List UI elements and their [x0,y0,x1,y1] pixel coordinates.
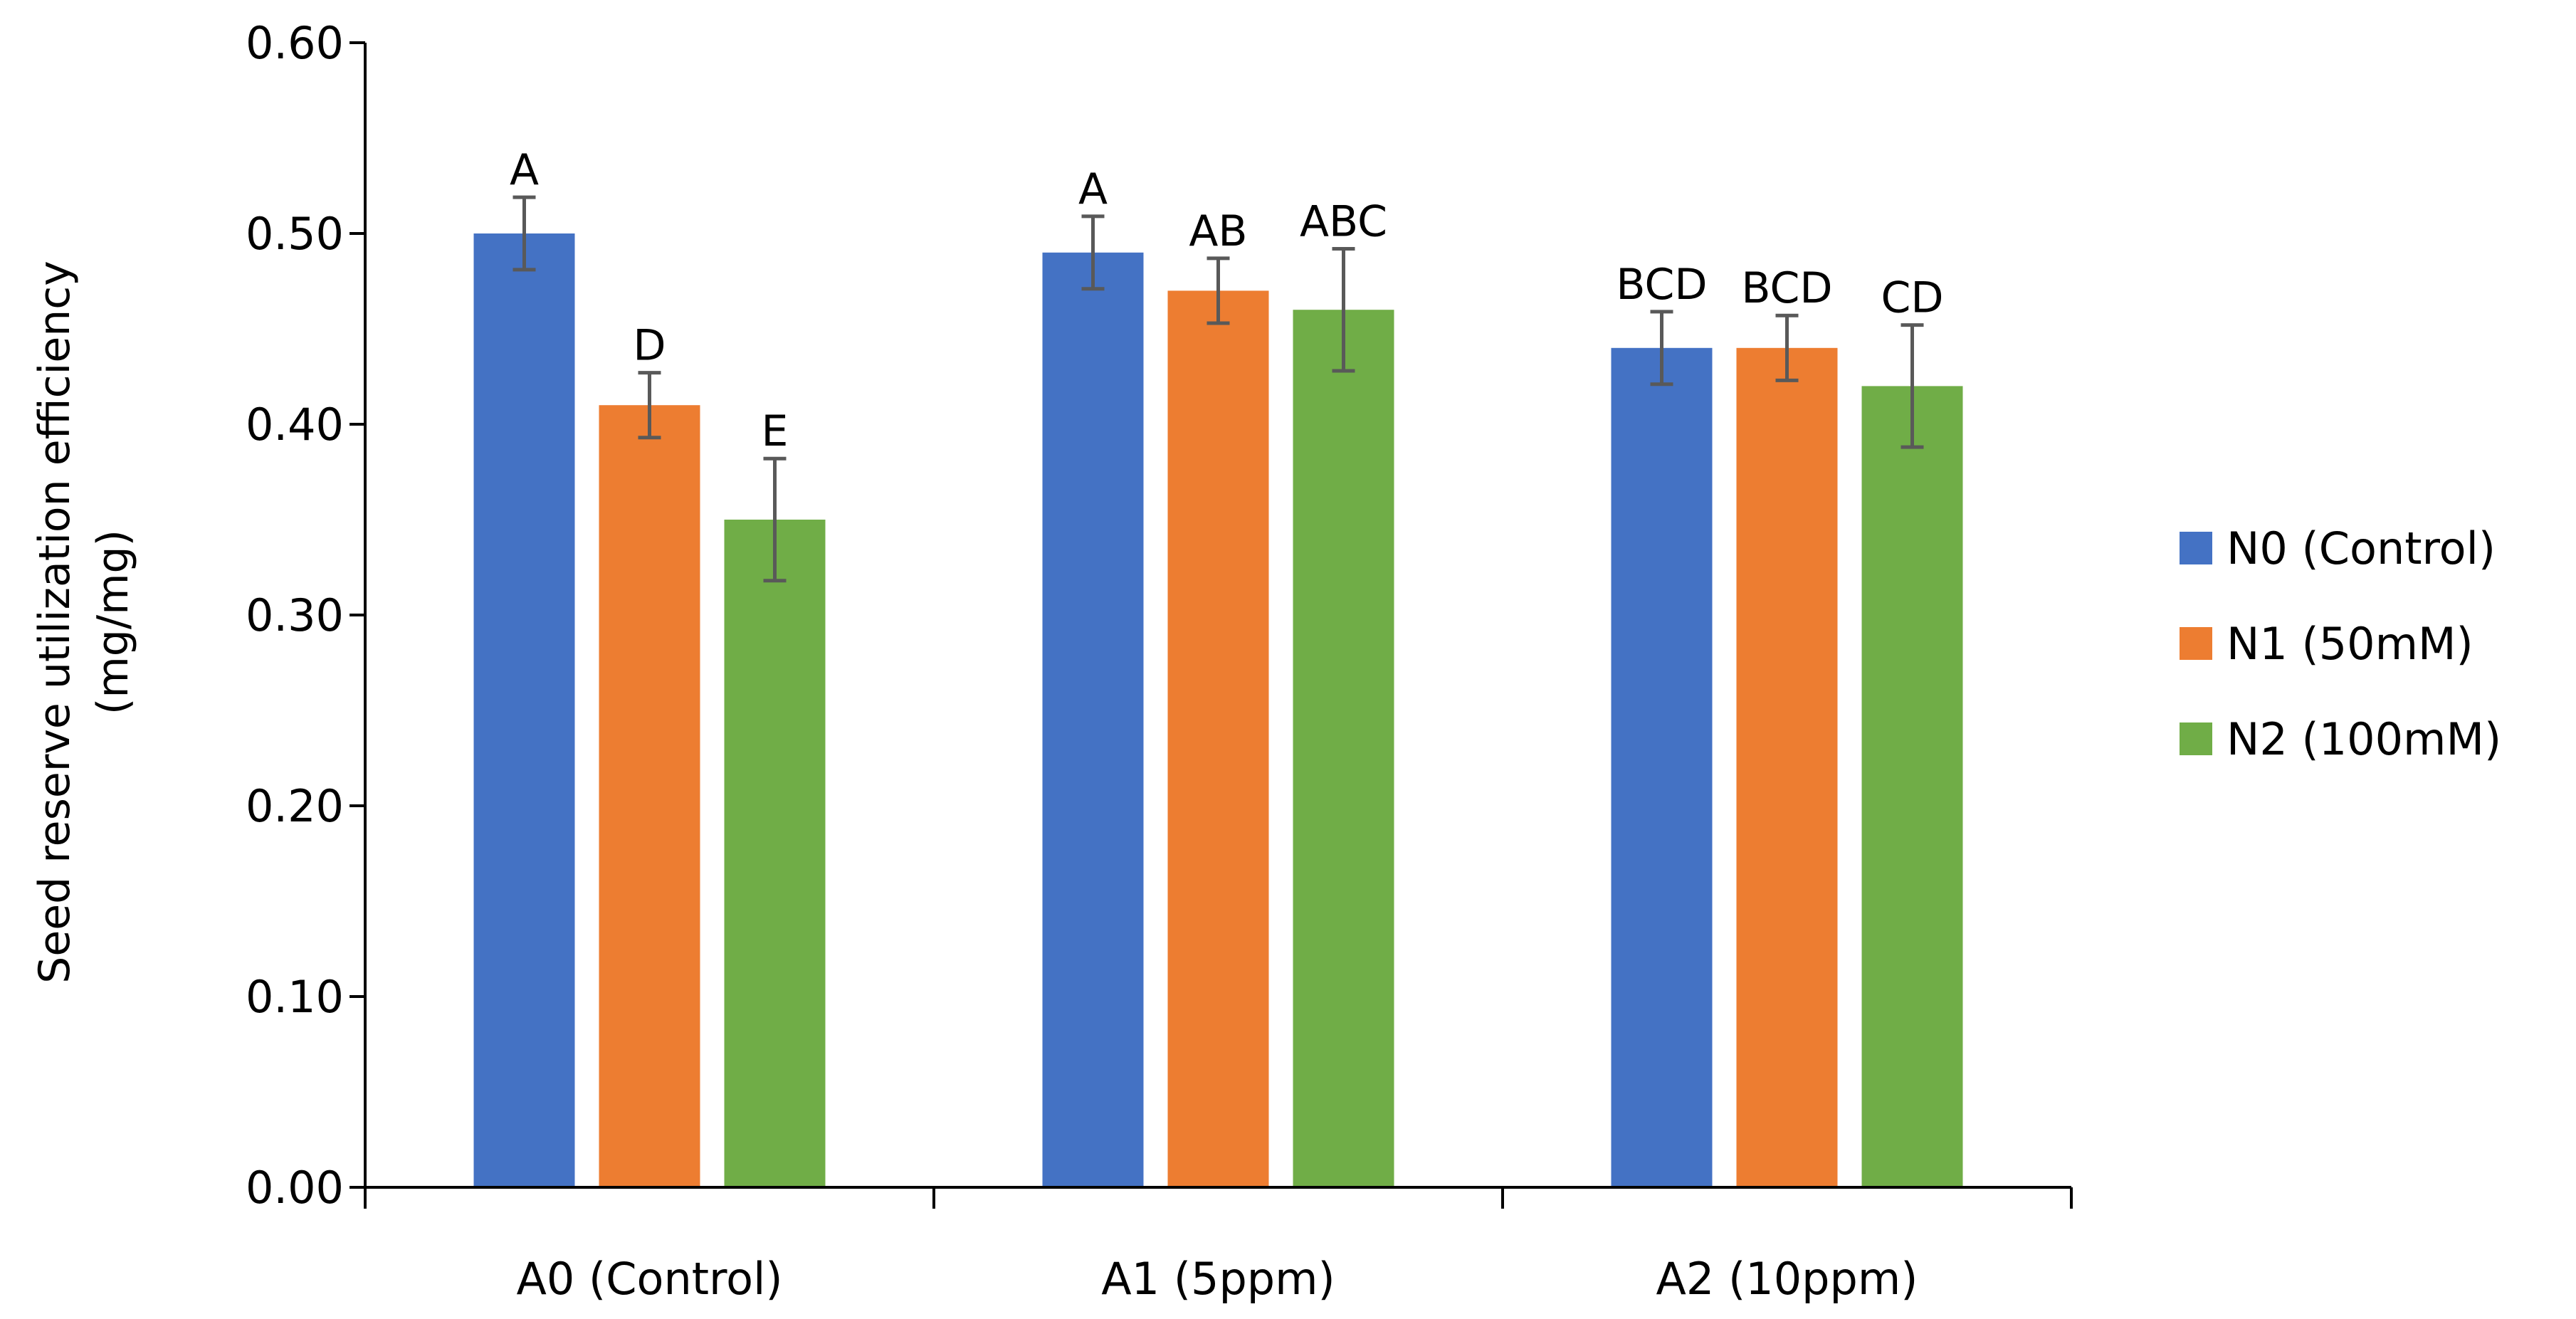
significance-letters: A D E A AB ABC BCD BCD CD [510,145,1944,456]
x-category-label: A1 (5ppm) [1101,1253,1335,1305]
x-axis-category-labels: A0 (Control) A1 (5ppm) A2 (10ppm) [516,1253,1918,1305]
significance-letter: E [762,406,789,456]
x-category-label: A2 (10ppm) [1656,1253,1918,1305]
y-axis-ticks: 0.00 0.10 0.20 0.30 0.40 0.50 0.60 [246,17,365,1214]
y-tick-label: 0.10 [246,971,344,1023]
significance-letter: AB [1189,206,1247,256]
bar [1736,347,1838,1187]
y-tick-label: 0.00 [246,1162,344,1214]
bars [473,233,1963,1188]
bar [1167,290,1269,1187]
bar [1293,310,1394,1188]
significance-letter: BCD [1741,263,1832,313]
bar [1611,347,1713,1187]
significance-letter: ABC [1300,196,1387,246]
bar [473,233,575,1187]
legend-label: N1 (50mM) [2227,618,2474,670]
y-tick-label: 0.60 [246,17,344,69]
y-tick-label: 0.30 [246,589,344,641]
legend-label: N2 (100mM) [2227,713,2501,765]
bar [724,520,826,1187]
axes [364,43,2073,1209]
legend-label: N0 (Control) [2227,522,2496,574]
bar [599,405,700,1188]
significance-letter: A [510,145,539,195]
legend-swatch [2180,722,2212,755]
y-tick-label: 0.40 [246,399,344,451]
bar [1042,252,1144,1187]
significance-letter: CD [1881,273,1943,323]
y-axis-title: Seed reserve utilization efficiency (mg/m… [30,261,138,984]
legend-swatch [2180,627,2212,660]
y-axis-title-line: Seed reserve utilization efficiency [30,261,80,984]
x-category-label: A0 (Control) [516,1253,782,1305]
error-bars [512,195,1924,583]
significance-letter: A [1078,164,1108,214]
y-tick-label: 0.50 [246,208,344,260]
legend: N0 (Control) N1 (50mM) N2 (100mM) [2180,522,2501,765]
significance-letter: D [633,321,666,371]
bar [1861,386,1963,1187]
y-tick-label: 0.20 [246,780,344,832]
significance-letter: BCD [1616,260,1707,310]
y-axis-title-line: (mg/mg) [88,530,138,715]
legend-swatch [2180,532,2212,564]
